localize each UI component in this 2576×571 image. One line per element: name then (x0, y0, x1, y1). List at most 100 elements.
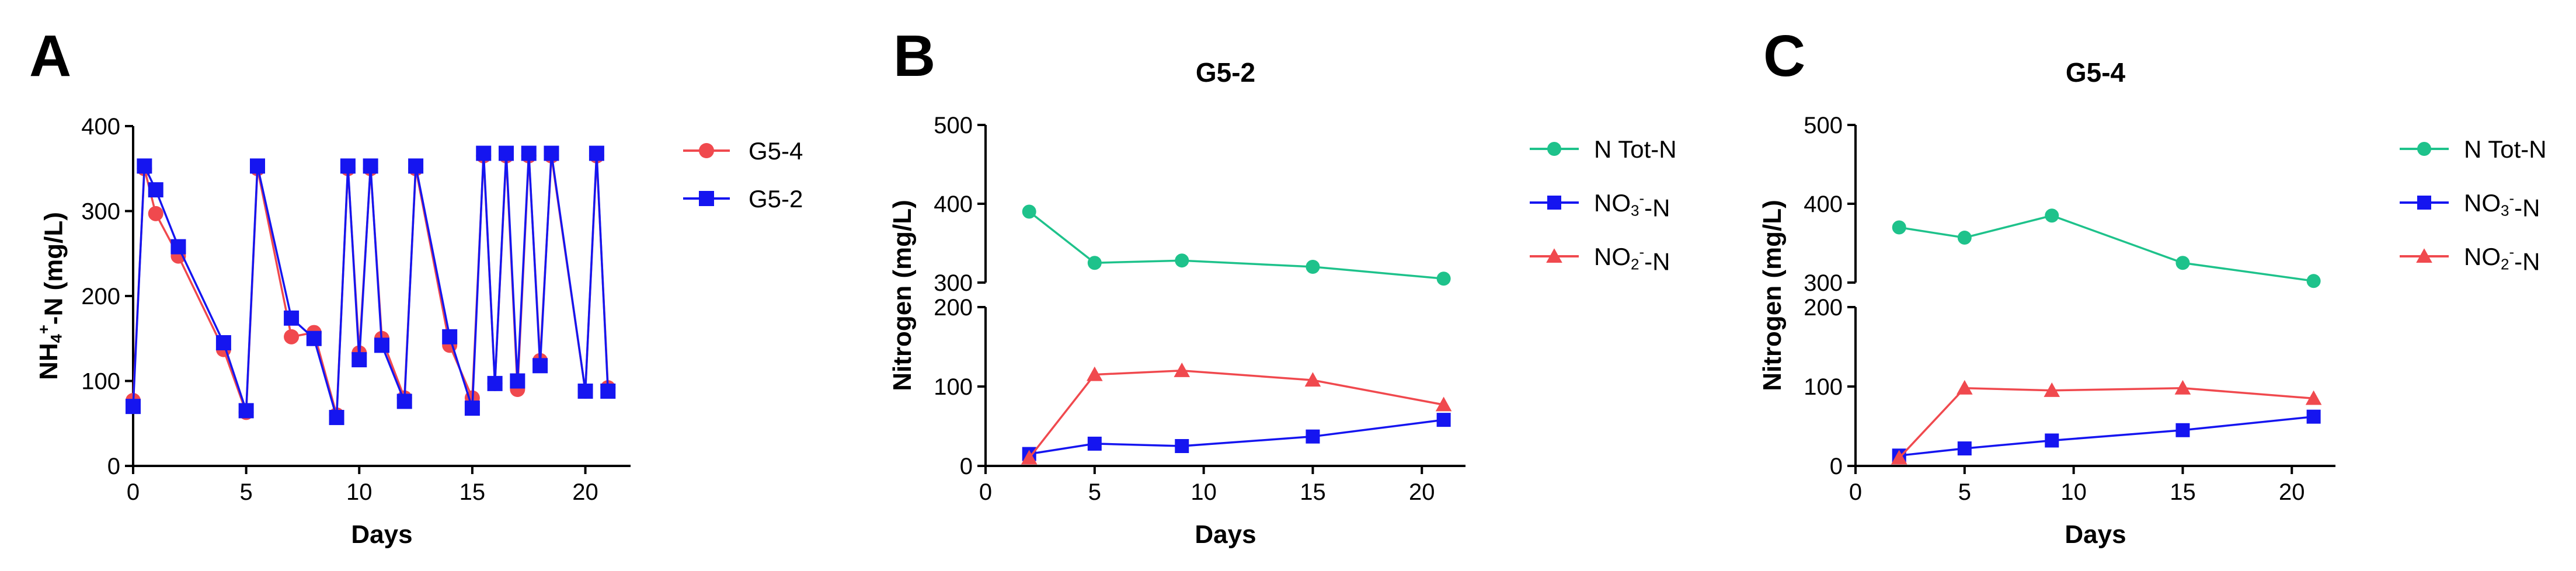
data-point (1306, 429, 1320, 444)
x-tick-label: 20 (1409, 479, 1435, 505)
data-point (577, 383, 593, 399)
data-point (250, 158, 265, 174)
data-point (374, 337, 389, 353)
panel-title: G5-4 (2066, 57, 2126, 88)
legend-label-part: -N (1644, 248, 1670, 275)
legend-label-part: -N (2514, 194, 2540, 221)
data-point (464, 401, 480, 416)
data-point (499, 145, 514, 161)
data-point (476, 145, 492, 161)
data-point (170, 239, 186, 255)
legend-label-sup: - (2509, 189, 2514, 207)
legend-label-sub: 2 (1631, 255, 1639, 273)
data-point (1436, 271, 1451, 286)
x-tick-label: 0 (979, 479, 992, 505)
data-point (329, 410, 344, 426)
data-point (340, 158, 356, 174)
y-axis-label-part: NH (34, 343, 63, 380)
legend-label: NO2--N (2464, 243, 2540, 275)
y-tick-label: 300 (934, 270, 973, 296)
legend-label-part: NO (2464, 243, 2501, 270)
x-tick-label: 20 (2279, 479, 2305, 505)
data-point (1957, 231, 1972, 245)
y-tick-label: 0 (107, 454, 120, 479)
legend-marker (2417, 142, 2431, 156)
x-axis-label: Days (351, 520, 412, 549)
y-tick-label: 300 (81, 199, 120, 225)
y-tick-label: 200 (81, 284, 120, 309)
data-point (126, 399, 141, 415)
data-point (1306, 260, 1320, 274)
y-tick-label: 100 (1804, 374, 1843, 400)
data-point (363, 158, 378, 174)
data-point (2044, 382, 2060, 397)
data-point (2305, 390, 2322, 405)
series-line (132, 153, 610, 418)
y-axis-label-sup: + (34, 325, 53, 334)
data-point (2175, 423, 2190, 437)
data-point (148, 182, 163, 198)
data-point (351, 352, 367, 368)
data-point (1174, 363, 1190, 377)
data-point (510, 373, 525, 389)
data-point (1957, 441, 1972, 456)
data-point (2306, 409, 2321, 424)
series-line (1899, 214, 2314, 283)
data-point (238, 403, 254, 419)
data-point (2174, 379, 2191, 395)
data-point (589, 145, 604, 161)
data-point (284, 310, 300, 326)
data-point (1175, 253, 1189, 268)
legend-label: NO3--N (1594, 189, 1670, 221)
y-tick-label: 100 (81, 369, 120, 395)
y-axis-label: Nitrogen (mg/L) (888, 200, 917, 391)
legend-marker (699, 191, 714, 206)
legend-marker (2416, 248, 2432, 263)
legend-label-sub: 3 (1631, 201, 1639, 219)
data-point (532, 358, 548, 374)
x-axis-label: Days (1195, 520, 1256, 549)
x-tick-label: 0 (1849, 479, 1862, 505)
panel-b: B G5-2 300 400 500 0 100 200 0 5 10 15 20 Days Nitroge… (888, 23, 1677, 549)
legend-label: G5-4 (749, 137, 803, 165)
panel-letter: B (893, 23, 935, 89)
x-tick-label: 5 (1958, 479, 1971, 505)
legend-label: NO3--N (2464, 189, 2540, 221)
x-axis-label: Days (2065, 520, 2126, 549)
legend-label: G5-2 (749, 185, 803, 213)
x-tick-label: 10 (1190, 479, 1217, 505)
panel-a: A 0 100 200 300 400 0 5 10 15 20 Days NH4+-N (mg/L) G… (29, 23, 803, 549)
legend-label-sub: 2 (2501, 255, 2509, 273)
data-point (487, 375, 503, 391)
data-point (521, 145, 537, 161)
y-axis-label: Nitrogen (mg/L) (1758, 200, 1787, 391)
data-point (1022, 204, 1036, 219)
data-point (2045, 433, 2059, 448)
legend-label-part: -N (1644, 194, 1670, 221)
legend-label-part: NO (1594, 189, 1631, 217)
x-tick-label: 15 (1300, 479, 1326, 505)
y-axis-label: NH4+-N (mg/L) (34, 212, 68, 380)
data-point (306, 330, 322, 346)
data-point (408, 158, 424, 174)
y-tick-label: 400 (1804, 192, 1843, 217)
data-point (1435, 396, 1452, 412)
x-tick-label: 20 (572, 479, 598, 505)
x-tick-label: 5 (1088, 479, 1101, 505)
legend-label: N Tot-N (2464, 135, 2547, 163)
legend-marker (1546, 248, 1562, 263)
x-tick-label: 5 (240, 479, 253, 505)
y-tick-label: 500 (1804, 113, 1843, 138)
y-axis-label-sub: 4 (47, 333, 65, 343)
data-point (1436, 413, 1451, 427)
data-point (284, 329, 300, 344)
y-tick-label: 400 (81, 114, 120, 140)
data-point (442, 329, 458, 344)
data-point (1957, 379, 1973, 395)
legend-marker (1547, 142, 1561, 156)
legend-marker (1547, 196, 1561, 210)
data-point (148, 206, 163, 221)
panel-title: G5-2 (1196, 57, 1255, 88)
panel-c: C G5-4 300 400 500 0 100 200 0 5 10 15 20 Days Nitroge… (1758, 23, 2547, 549)
